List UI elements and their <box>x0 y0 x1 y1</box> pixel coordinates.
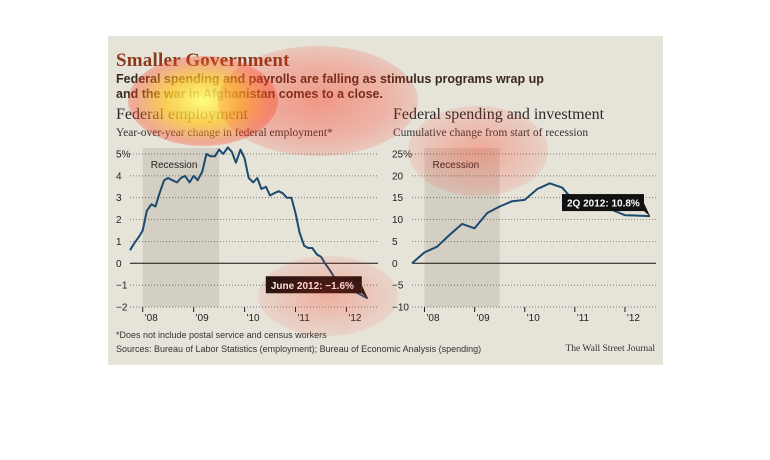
spending-x-tick-label: '10 <box>527 313 540 324</box>
right-chart-title: Federal spending and investment <box>393 106 605 123</box>
credit: The Wall Street Journal <box>565 344 655 354</box>
spending-x-tick-label: '11 <box>577 313 590 324</box>
spending-callout-pointer <box>643 203 650 217</box>
spending-y-tick-label: 15 <box>392 193 404 204</box>
employment-y-tick-label: 3 <box>116 193 122 204</box>
employment-series-line <box>129 146 369 300</box>
employment-x-tick-label: '09 <box>196 313 209 324</box>
employment-y-tick-label: −1 <box>116 281 128 292</box>
spending-callout-box <box>561 194 644 212</box>
spending-y-tick-label: 10 <box>392 215 404 226</box>
spending-y-tick-label: −10 <box>392 303 409 314</box>
employment-y-tick-label: 2 <box>116 215 122 226</box>
employment-y-tick-label: −2 <box>116 303 128 314</box>
spending-y-tick-label: 25% <box>392 150 412 161</box>
employment-y-tick-label: 0 <box>116 259 122 270</box>
spending-x-tick-label: '08 <box>427 313 440 324</box>
employment-recession-label: Recession <box>151 160 198 171</box>
federal-employment-chart: Recession 5% 4 3 2 1 0 −1 −2 '08 '09 '10 '11 '12 June … <box>116 146 378 324</box>
employment-x-tick-label: '10 <box>247 313 260 324</box>
spending-x-tick-label: '12 <box>627 313 640 324</box>
spending-y-tick-label: 20 <box>392 171 404 182</box>
employment-y-tick-label: 4 <box>116 171 122 182</box>
employment-x-tick-label: '11 <box>298 313 311 324</box>
employment-recession-band <box>142 148 220 307</box>
spending-callout-label: 2Q 2012: 10.8% <box>567 199 640 210</box>
employment-callout-pointer <box>361 285 368 299</box>
employment-y-tick-label: 5% <box>116 150 131 161</box>
employment-x-tick-label: '12 <box>348 313 361 324</box>
graphic: Smaller Government Federal spending and … <box>108 36 663 365</box>
spending-y-tick-label: −5 <box>392 281 404 292</box>
spending-y-tick-label: 5 <box>392 237 398 248</box>
federal-spending-chart: Recession 25% 20 15 10 5 0 −5 −10 '08 '09 '10 '11 '12… <box>392 148 656 324</box>
spending-recession-label: Recession <box>433 160 480 171</box>
right-chart-subtitle: Cumulative change from start of recessio… <box>393 127 589 139</box>
spending-y-tick-label: 0 <box>392 259 398 270</box>
employment-callout-box <box>265 276 362 294</box>
spending-recession-band <box>424 148 500 307</box>
employment-y-tick-label: 1 <box>116 237 122 248</box>
sources-note: Sources: Bureau of Labor Statistics (emp… <box>116 344 482 354</box>
footnote: *Does not include postal service and cen… <box>116 330 327 340</box>
employment-callout-label: June 2012: −1.6% <box>271 281 354 292</box>
spending-x-tick-label: '09 <box>477 313 490 324</box>
employment-x-tick-label: '08 <box>145 313 158 324</box>
